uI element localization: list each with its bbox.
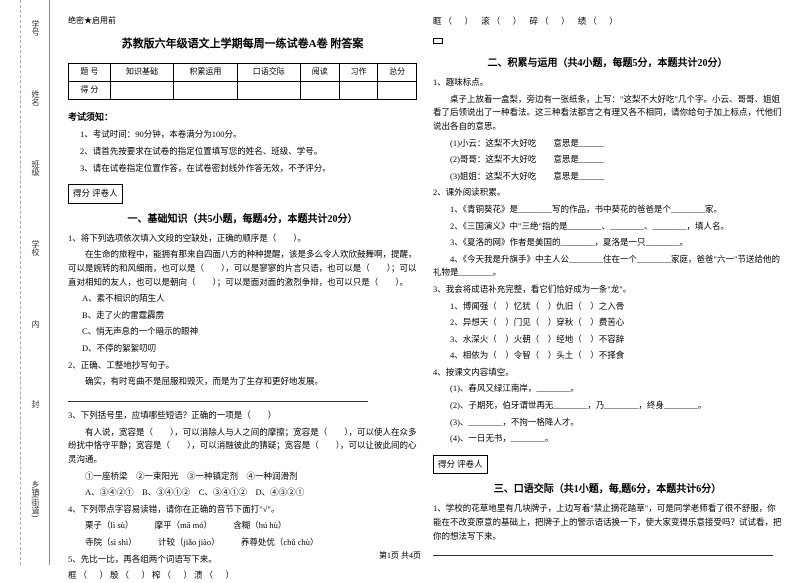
q2-3-2: 2、异想天（ ）门见（ ）穿秋（ ）费苦心	[433, 316, 782, 330]
q2-2-2: 2、《三国演义》中"三绝"指的是________、________、______…	[433, 220, 782, 234]
page-footer: 第1页 共4页	[0, 550, 800, 561]
section-3-title: 三、口语交际（共1小题，每,题6分，本题共计6分）	[433, 482, 782, 498]
notice-1: 1、考试时间：90分钟，本卷满分为100分。	[68, 128, 417, 142]
q1-1-c: C、悄无声息的一个暗示的眼神	[68, 325, 417, 339]
q2-1-2: (2)哥哥：这梨不大好吃 意思是______	[433, 153, 782, 167]
q2-3-1: 1、博闻强（ ）忆犹（ ）仇旧（ ）之入骨	[433, 300, 782, 314]
notice-2: 2、请首先按要求在试卷的指定位置填写您的姓名、班级、学号。	[68, 145, 417, 159]
q1-1: 1、将下列选项依次填入文段的空缺处，正确的顺序是（ ）。	[68, 232, 417, 246]
q1-5-text2: 眶（ ） 滚（ ） 碎（ ） 绩（ ）	[433, 15, 782, 29]
binding-label-seal: 封	[30, 400, 41, 414]
q1-1-text: 在生命的旅程中，能拥有那来自四面八方的种种提醒，该是多么令人欢欣鼓舞啊，提醒，可…	[68, 248, 417, 289]
th-total: 总分	[378, 64, 417, 82]
q2-2-4: 4、《今天我是升旗手》中主人公________住在一个________家庭，爸爸…	[433, 253, 782, 280]
binding-label-class: 班级	[30, 160, 41, 176]
q1-4-2: 寺院（sì shì） 计较（jiǎo jiào） 养尊处优（chǔ chù）	[68, 536, 417, 550]
td-blank	[300, 82, 339, 100]
q1-2-blank	[68, 392, 417, 407]
q2-2-3: 3、《夏洛的网》作者是美国的________，夏洛是一只________。	[433, 236, 782, 250]
q1-2-text: 确实，有时弯曲不是屈服和毁灭，而是为了生存和更好地发展。	[68, 375, 417, 389]
q2-3: 3、我会将成语补充完整，看它们恰好成为一条"龙"。	[433, 283, 782, 297]
q2-2: 2、课外阅读积累。	[433, 186, 782, 200]
q1-4: 4、下列带点字容易读错，请你在正确的音节下面打"√"。	[68, 503, 417, 517]
q2-3-3: 3、水深火（ ）火朝（ ）经地（ ）不容辞	[433, 333, 782, 347]
section-1-title: 一、基础知识（共5小题，每题4分，本题共计20分）	[68, 212, 417, 228]
left-column: 绝密★启用前 苏教版六年级语文上学期每周一练试卷A卷 附答案 题 号 知识基础 …	[60, 15, 425, 555]
q1-1-b: B、走了火的雷霆霹雳	[68, 309, 417, 323]
td-blank	[378, 82, 417, 100]
q2-3-4: 4、相依为（ ）令智（ ）头土（ ）不择食	[433, 349, 782, 363]
th-write: 习作	[339, 64, 378, 82]
binding-label-inner: 内	[30, 320, 41, 334]
binding-label-name: 姓名	[30, 90, 41, 106]
td-blank	[237, 82, 300, 100]
q2-1: 1、趣味标点。	[433, 76, 782, 90]
fold-line	[20, 0, 21, 565]
scorer-box-1: 得分 评卷人	[68, 184, 123, 204]
q1-1-d: D、不停的絮絮叨叨	[68, 342, 417, 356]
td-score-label: 得 分	[69, 82, 111, 100]
secret-label: 绝密★启用前	[68, 15, 417, 28]
q1-1-a: A、素不相识的陌生人	[68, 292, 417, 306]
q2-4-1: (1)、春风又绿江南岸，________。	[433, 382, 782, 396]
binding-label-town: 乡镇(街道)	[30, 480, 41, 517]
notice-3: 3、请在试卷指定位置作答，在试卷密封线外作答无效，不予评分。	[68, 162, 417, 176]
q1-3-text: 有人说，宽容是（ ），可以消除人与人之间的摩擦；宽容是（ ），可以使人在众多纷扰…	[68, 426, 417, 467]
exam-title: 苏教版六年级语文上学期每周一练试卷A卷 附答案	[68, 36, 417, 54]
binding-margin: 学号 姓名 班级 学校 内 封 乡镇(街道)	[0, 0, 50, 565]
q2-2-1: 1、《青铜葵花》是________写的作品，书中葵花的爸爸是个________家…	[433, 203, 782, 217]
q1-3: 3、下列括号里，应填哪些短语？正确的一项是（ ）	[68, 409, 417, 423]
td-blank	[110, 82, 173, 100]
q1-3-opts: ①一座桥梁 ②一束阳光 ③一种镇定剂 ④一种润滑剂	[68, 470, 417, 484]
binding-label-school: 学校	[30, 240, 41, 256]
td-blank	[339, 82, 378, 100]
table-score-row: 得 分	[69, 82, 417, 100]
th-basic: 知识基础	[110, 64, 173, 82]
q2-4-3: (3)、________，不拘一格降人才。	[433, 416, 782, 430]
q1-2: 2、正确、工整地抄写句子。	[68, 359, 417, 373]
q2-1-3: (3)姐姐：这梨不大好吃 意思是______	[433, 170, 782, 184]
scorer-box-2	[433, 38, 443, 44]
right-column: 眶（ ） 滚（ ） 碎（ ） 绩（ ） 二、积累与运用（共4小题，每题5分，本题…	[425, 15, 790, 555]
binding-label-id: 学号	[30, 20, 41, 36]
q2-1-1: (1)小云：这梨不大好吃 意思是______	[433, 137, 782, 151]
td-blank	[174, 82, 237, 100]
q1-4-1: 栗子（lì sù） 摩平（mā mó） 含糊（hú hù）	[68, 519, 417, 533]
main-content: 绝密★启用前 苏教版六年级语文上学期每周一练试卷A卷 附答案 题 号 知识基础 …	[50, 0, 800, 565]
notice-title: 考试须知：	[68, 110, 417, 124]
table-header-row: 题 号 知识基础 积累运用 口语交际 阅读 习作 总分	[69, 64, 417, 82]
th-accum: 积累运用	[174, 64, 237, 82]
q2-1-text: 桌子上放着一盒梨，旁边有一张纸条，上写："这梨不大好吃"几个字。小云、哥哥、姐姐…	[433, 93, 782, 134]
section-2-title: 二、积累与运用（共4小题，每题5分，本题共计20分）	[433, 56, 782, 72]
q1-5-text: 框（ ）殷（ ）榨（ ）溃（ ）	[68, 569, 417, 583]
th-oral: 口语交际	[237, 64, 300, 82]
q2-4-2: (2)、子期死，伯牙谓世再无________，乃________，终身_____…	[433, 399, 782, 413]
q2-4: 4、按课文内容填空。	[433, 366, 782, 380]
th-num: 题 号	[69, 64, 111, 82]
q3-1: 1、学校的花草地里有几块牌子，上边写着"禁止摘花踏草"，可是同学老师看了很不舒服…	[433, 502, 782, 543]
score-table: 题 号 知识基础 积累运用 口语交际 阅读 习作 总分 得 分	[68, 63, 417, 100]
th-read: 阅读	[300, 64, 339, 82]
q1-3-choices: A、③④②① B、③④①② C、③④①② D、④③②①	[68, 486, 417, 500]
scorer-box-3: 得分 评卷人	[433, 455, 488, 475]
q2-4-4: (4)、一日无书，________。	[433, 432, 782, 446]
